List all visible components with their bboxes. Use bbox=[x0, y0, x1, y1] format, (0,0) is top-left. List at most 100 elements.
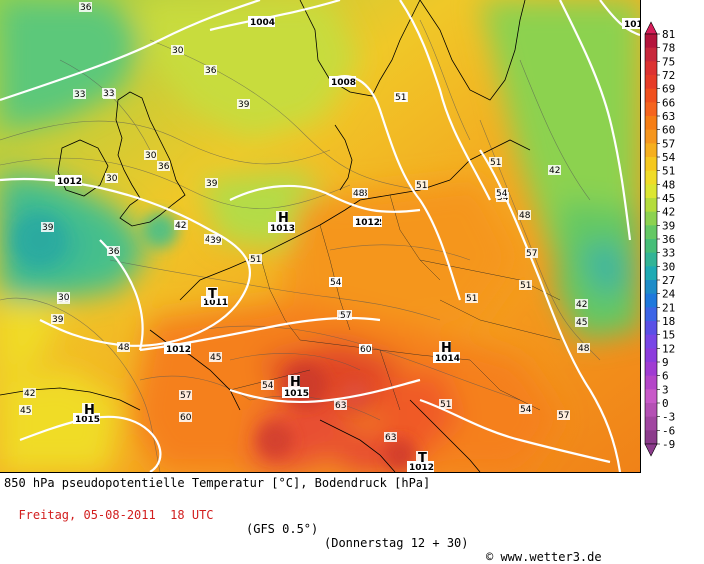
temperature-label: 57 bbox=[526, 249, 537, 259]
temperature-label: 42 bbox=[576, 300, 587, 310]
footer-info: Freitag, 05-08-2011 18 UTC (GFS 0.5°) (D… bbox=[4, 494, 700, 564]
legend-label: 6 bbox=[662, 370, 669, 383]
pressure-label: 1014 bbox=[435, 354, 460, 364]
legend-label: 0 bbox=[662, 397, 669, 410]
legend-label: 12 bbox=[662, 342, 675, 355]
temperature-label: 39 bbox=[42, 223, 54, 233]
temperature-label: 30 bbox=[106, 174, 118, 184]
legend-swatch bbox=[645, 334, 657, 349]
legend-swatch bbox=[645, 116, 657, 131]
legend-arrow-bottom bbox=[644, 443, 658, 457]
temperature-label: 30 bbox=[172, 46, 184, 56]
pressure-label: 1008 bbox=[331, 78, 356, 88]
legend-swatch bbox=[645, 362, 657, 377]
model-run: (Donnerstag 12 + 30) bbox=[324, 536, 469, 550]
legend-label: -6 bbox=[662, 424, 675, 437]
credit-link[interactable]: © www.wetter3.de bbox=[486, 550, 602, 564]
legend-swatch bbox=[645, 225, 657, 240]
pressure-label: 1013 bbox=[270, 224, 295, 234]
legend-label: -9 bbox=[662, 438, 675, 451]
legend-swatch bbox=[645, 75, 657, 90]
pressure-label: 1011 bbox=[203, 298, 228, 308]
pressure-label: 1012 bbox=[409, 463, 434, 473]
legend-label: 78 bbox=[662, 42, 675, 55]
temperature-label: 57 bbox=[180, 391, 191, 401]
temperature-label: 45 bbox=[576, 318, 587, 328]
legend-label: 36 bbox=[662, 233, 675, 246]
temperature-label: 36 bbox=[158, 162, 170, 172]
temperature-label: 30 bbox=[58, 293, 70, 303]
legend-swatch bbox=[645, 184, 657, 199]
model-name: (GFS 0.5°) bbox=[246, 522, 319, 536]
legend-swatch bbox=[645, 129, 657, 144]
pressure-label: 101 bbox=[624, 20, 641, 30]
temperature-label: 51 bbox=[490, 158, 501, 168]
legend-label: 42 bbox=[662, 206, 675, 219]
pressure-label: 1012 bbox=[166, 345, 191, 355]
legend-swatch bbox=[645, 348, 657, 363]
temperature-label: 30 bbox=[145, 151, 157, 161]
pressure-label: 1015 bbox=[75, 415, 100, 425]
legend-label: 75 bbox=[662, 55, 675, 68]
temperature-label: 45 bbox=[20, 406, 31, 416]
temperature-label: 42 bbox=[549, 166, 560, 176]
high-pressure-center: H bbox=[290, 375, 301, 390]
low-pressure-center: T bbox=[208, 287, 217, 302]
temperature-label: 54 bbox=[262, 381, 274, 391]
pressure-label: 1012 bbox=[57, 177, 82, 187]
temperature-label: 42 bbox=[24, 389, 35, 399]
legend-swatch bbox=[645, 430, 657, 445]
temperature-label: 48 bbox=[519, 211, 531, 221]
pressure-labels: 1004100810121012101210131011101210141015… bbox=[55, 16, 641, 473]
legend-label: 81 bbox=[662, 28, 675, 41]
pressure-label: 1012 bbox=[355, 218, 380, 228]
legend-label: 3 bbox=[662, 383, 669, 396]
temperature-label: 51 bbox=[250, 255, 261, 265]
high-pressure-center: H bbox=[278, 211, 289, 226]
temperature-label: 36 bbox=[80, 3, 92, 13]
temperature-label: 39 bbox=[210, 236, 222, 246]
legend-label: 54 bbox=[662, 151, 676, 164]
legend-label: 66 bbox=[662, 96, 675, 109]
temperature-label: 42 bbox=[175, 221, 186, 231]
high-pressure-center: H bbox=[84, 403, 95, 418]
temperature-label: 36 bbox=[205, 66, 217, 76]
legend-swatch bbox=[645, 389, 657, 404]
legend-swatch bbox=[645, 321, 657, 336]
temperature-label: 54 bbox=[520, 405, 532, 415]
temperature-label: 63 bbox=[385, 433, 396, 443]
legend-swatch bbox=[645, 102, 657, 117]
temperature-label: 51 bbox=[440, 400, 451, 410]
pressure-label: 1004 bbox=[250, 18, 275, 28]
legend-label: 69 bbox=[662, 83, 675, 96]
temperature-label: 60 bbox=[180, 413, 192, 423]
legend-label: 57 bbox=[662, 137, 675, 150]
temperature-label: 48 bbox=[118, 343, 130, 353]
legend-label: 45 bbox=[662, 192, 675, 205]
temperature-label: 39 bbox=[52, 315, 64, 325]
legend-swatch bbox=[645, 170, 657, 185]
legend-label: 18 bbox=[662, 315, 675, 328]
legend-label: 51 bbox=[662, 165, 675, 178]
pressure-centers: H H T H H T bbox=[82, 211, 452, 466]
legend-label: 48 bbox=[662, 178, 675, 191]
temperature-label: 39 bbox=[206, 179, 218, 189]
legend-swatch bbox=[645, 266, 657, 281]
temperature-label: 39 bbox=[238, 100, 250, 110]
legend-swatch bbox=[645, 375, 657, 390]
temperature-label: 33 bbox=[74, 90, 85, 100]
legend-swatch bbox=[645, 61, 657, 76]
legend-swatch bbox=[645, 307, 657, 322]
legend-swatch bbox=[645, 280, 657, 295]
pressure-label: 1015 bbox=[284, 389, 309, 399]
temperature-label: 51 bbox=[395, 93, 406, 103]
temperature-label: 60 bbox=[360, 345, 372, 355]
legend-swatch bbox=[645, 88, 657, 103]
legend-label: 39 bbox=[662, 219, 675, 232]
temperature-label: 51 bbox=[520, 281, 531, 291]
legend-swatch bbox=[645, 403, 657, 418]
temperature-label: 54 bbox=[330, 278, 342, 288]
legend-label: 72 bbox=[662, 69, 675, 82]
legend-label: 27 bbox=[662, 274, 675, 287]
temperature-label: 51 bbox=[466, 294, 477, 304]
